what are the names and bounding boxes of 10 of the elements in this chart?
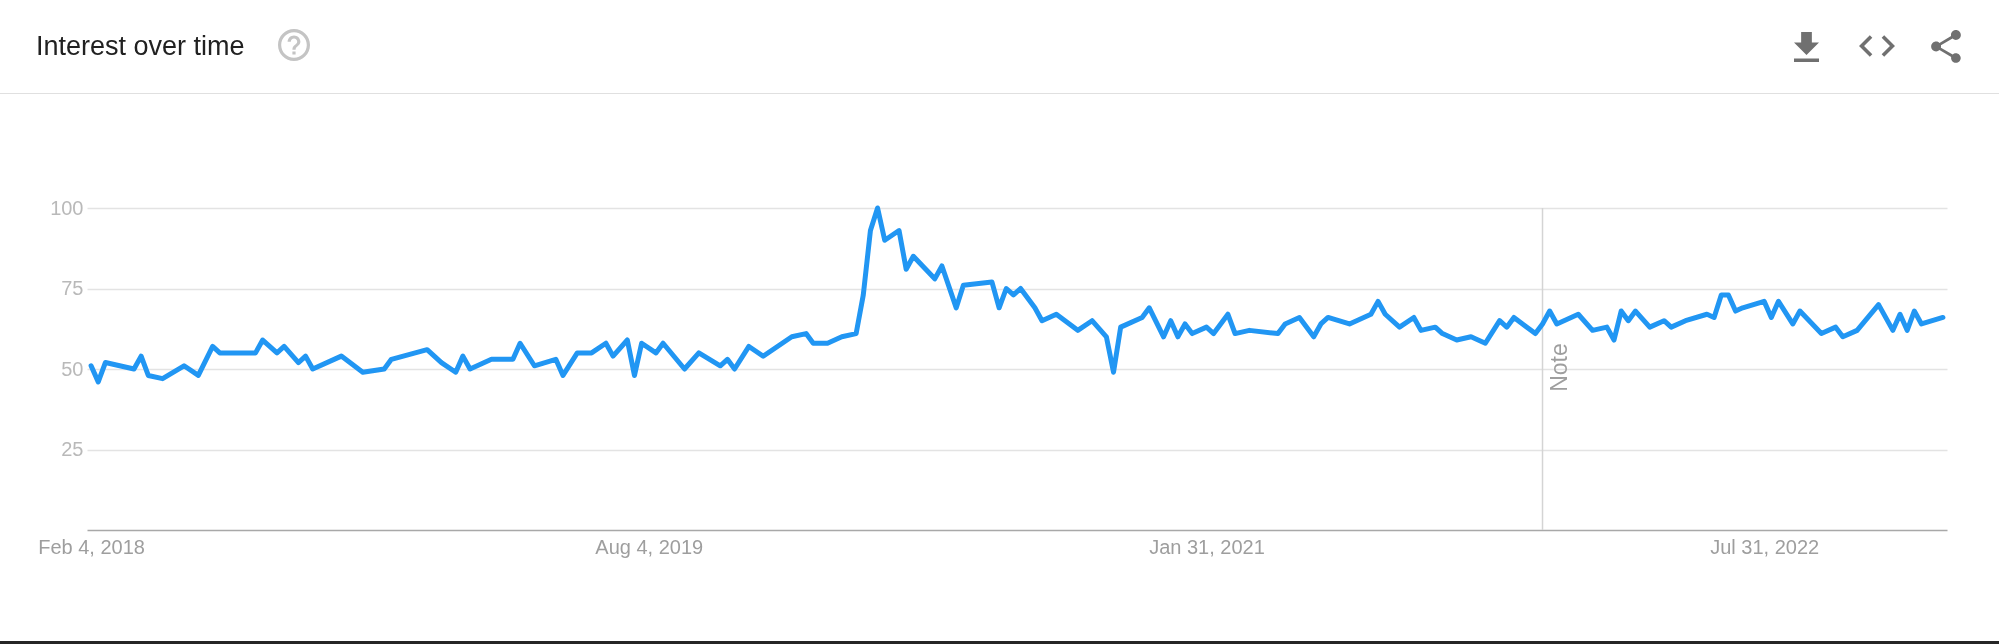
y-tick-label: 100 — [50, 196, 84, 219]
y-tick-label: 75 — [61, 277, 84, 299]
chart-title: Interest over time — [36, 30, 245, 63]
y-tick-label: 50 — [61, 357, 84, 380]
y-tick-label: 25 — [61, 438, 84, 460]
x-tick-label: Jul 31, 2022 — [1710, 535, 1820, 558]
ref-line-label: Note — [1545, 343, 1572, 392]
x-tick-label: Feb 4, 2018 — [38, 535, 145, 558]
x-tick-label: Aug 4, 2019 — [595, 535, 704, 558]
x-tick-label: Jan 31, 2021 — [1149, 535, 1265, 558]
